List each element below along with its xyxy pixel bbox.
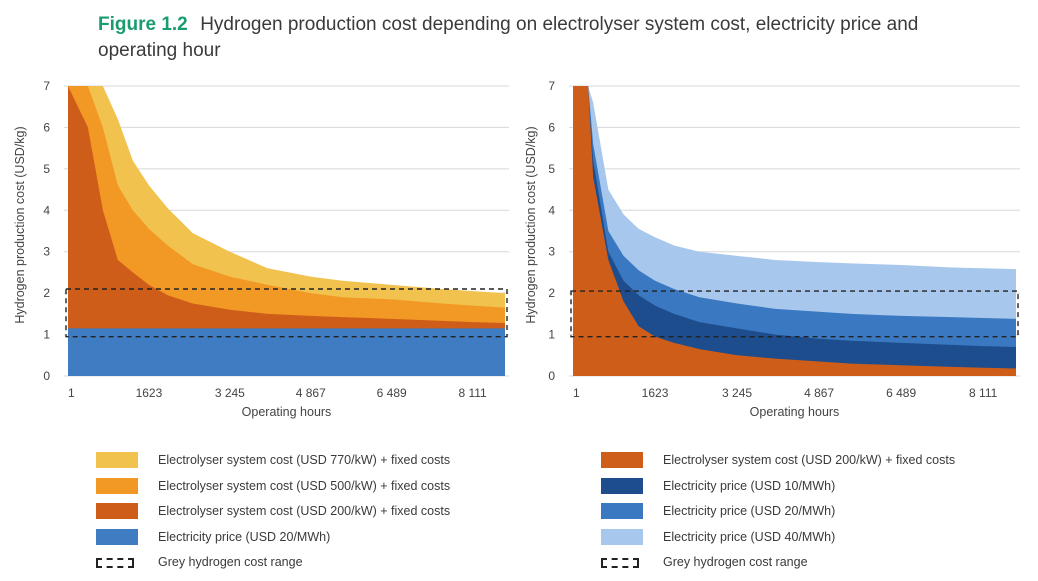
x-tick-label: 8 111: [969, 386, 998, 400]
y-tick-label: 4: [548, 203, 555, 217]
legend-label: Electricity price (USD 20/MWh): [158, 529, 331, 544]
legend-item: Electricity price (USD 40/MWh): [601, 527, 1031, 547]
legend-label: Electrolyser system cost (USD 500/kW) + …: [158, 478, 451, 493]
x-axis-label: Operating hours: [242, 405, 332, 419]
y-tick-label: 2: [548, 286, 555, 300]
chart-panel-2: 0 1 2 3 4 5 6 7 1 1623 3 245 4 867 6 489 8 111 Operati…: [524, 79, 1020, 419]
x-tick-label: 1: [68, 386, 75, 400]
figure-title-block: Figure 1.2 Hydrogen production cost depe…: [98, 12, 998, 64]
figure-label: Figure 1.2: [98, 14, 188, 35]
y-tick-label: 3: [43, 245, 50, 259]
x-tick-label: 6 489: [886, 386, 916, 400]
legend-label: Electrolyser system cost (USD 200/kW) + …: [663, 453, 956, 467]
y-axis-label: Hydrogen production cost (USD/kg): [524, 126, 538, 323]
legend-label: Grey hydrogen cost range: [663, 555, 808, 569]
y-tick-label: 1: [43, 328, 50, 342]
legend-swatch: [601, 452, 643, 468]
legend-swatch: [601, 503, 643, 519]
y-tick-label: 7: [43, 79, 50, 93]
y-tick-label: 3: [548, 245, 555, 259]
y-tick-label: 5: [43, 162, 50, 176]
legend-label: Electricity price (USD 10/MWh): [663, 478, 836, 493]
legend-label: Electricity price (USD 20/MWh): [663, 504, 836, 518]
x-tick-label: 6 489: [377, 386, 407, 400]
x-tick-label: 1: [573, 386, 580, 400]
legend-swatch: [96, 477, 138, 494]
legend-item: Electrolyser system cost (USD 500/kW) + …: [96, 476, 536, 496]
series-area-3: [68, 86, 505, 376]
y-tick-label: 6: [548, 120, 555, 134]
legend-item: Electricity price (USD 10/MWh): [601, 476, 1031, 496]
legend-item: Electrolyser system cost (USD 200/kW) + …: [601, 450, 1031, 470]
y-tick-label: 2: [43, 286, 50, 300]
chart-panel-1: 0 1 2 3 4 5 6 7 1 1623 3 245 4 867 6 489 8 111 Operati…: [13, 79, 509, 419]
x-axis-label: Operating hours: [750, 405, 840, 419]
x-tick-label: 1623: [136, 386, 163, 400]
area-group: [68, 86, 505, 376]
legend-item: Electrolyser system cost (USD 770/kW) + …: [96, 450, 536, 470]
legend-item: Grey hydrogen cost range: [96, 552, 536, 572]
y-tick-label: 0: [548, 369, 555, 383]
legend-swatch: [601, 558, 639, 568]
legend-label: Electrolyser system cost (USD 770/kW) + …: [158, 453, 451, 467]
grey-hydrogen-range-box: [570, 290, 1019, 338]
legend-swatch: [96, 558, 134, 568]
y-tick-label: 4: [43, 203, 50, 217]
legend-label: Electricity price (USD 40/MWh): [663, 529, 836, 544]
legend-swatch: [96, 503, 138, 519]
legend-item: Electrolyser system cost (USD 200/kW) + …: [96, 501, 536, 521]
x-tick-label: 4 867: [804, 386, 834, 400]
legend-swatch: [601, 528, 643, 545]
x-tick-label: 1623: [642, 386, 669, 400]
x-tick-label: 4 867: [296, 386, 326, 400]
grey-hydrogen-range-box: [65, 288, 508, 338]
legend-item: Electricity price (USD 20/MWh): [601, 501, 1031, 521]
legend-item: Grey hydrogen cost range: [601, 552, 1031, 572]
y-axis-label: Hydrogen production cost (USD/kg): [13, 126, 27, 323]
series-area-2: [573, 86, 1016, 376]
y-tick-label: 6: [43, 120, 50, 134]
legend-swatch: [96, 528, 138, 545]
x-tick-label: 3 245: [722, 386, 752, 400]
legend-swatch: [601, 477, 643, 494]
area-group: [573, 86, 1016, 376]
series-area-4: [68, 328, 505, 376]
y-tick-label: 1: [548, 328, 555, 342]
figure-title: Hydrogen production cost depending on el…: [98, 14, 919, 61]
legend-item: Electricity price (USD 20/MWh): [96, 527, 536, 547]
legend-swatch: [96, 452, 138, 468]
legend-label: Electrolyser system cost (USD 200/kW) + …: [158, 504, 451, 518]
legend-left: Electrolyser system cost (USD 770/kW) + …: [96, 450, 536, 575]
y-tick-label: 0: [43, 369, 50, 383]
legend-right: Electrolyser system cost (USD 200/kW) + …: [601, 450, 1031, 575]
x-tick-label: 3 245: [215, 386, 245, 400]
legend-label: Grey hydrogen cost range: [158, 555, 303, 569]
y-tick-label: 5: [548, 162, 555, 176]
x-tick-label: 8 111: [458, 386, 487, 400]
y-tick-label: 7: [548, 79, 555, 93]
series-area-4: [573, 86, 1016, 376]
